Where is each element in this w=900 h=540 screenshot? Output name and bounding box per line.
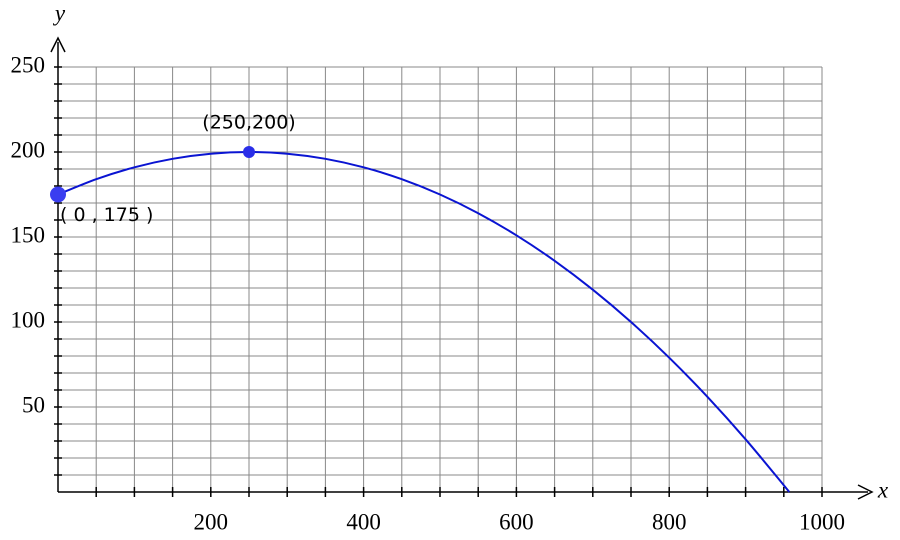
x-tick-label: 400 bbox=[346, 509, 381, 534]
point-label: (250,200) bbox=[202, 112, 295, 134]
curve bbox=[57, 150, 790, 493]
x-tick-label: 600 bbox=[499, 509, 534, 534]
point bbox=[50, 186, 66, 203]
point-label: ( 0 , 175 ) bbox=[60, 204, 153, 226]
x-axis-arrow bbox=[857, 484, 874, 500]
y-axis-label: y bbox=[53, 0, 66, 25]
x-tick-label: 800 bbox=[652, 509, 687, 534]
grid bbox=[58, 66, 823, 492]
y-tick-label: 250 bbox=[11, 52, 46, 77]
y-axis-arrow bbox=[50, 36, 66, 53]
y-tick-label: 100 bbox=[11, 307, 46, 332]
x-axis-label: x bbox=[877, 477, 889, 502]
y-tick-label: 200 bbox=[11, 137, 46, 162]
x-tick-label: 200 bbox=[194, 509, 229, 534]
y-tick-label: 150 bbox=[11, 222, 46, 247]
y-tick-label: 50 bbox=[22, 392, 45, 417]
x-tick-label: 1000 bbox=[799, 509, 845, 534]
point bbox=[243, 146, 255, 158]
